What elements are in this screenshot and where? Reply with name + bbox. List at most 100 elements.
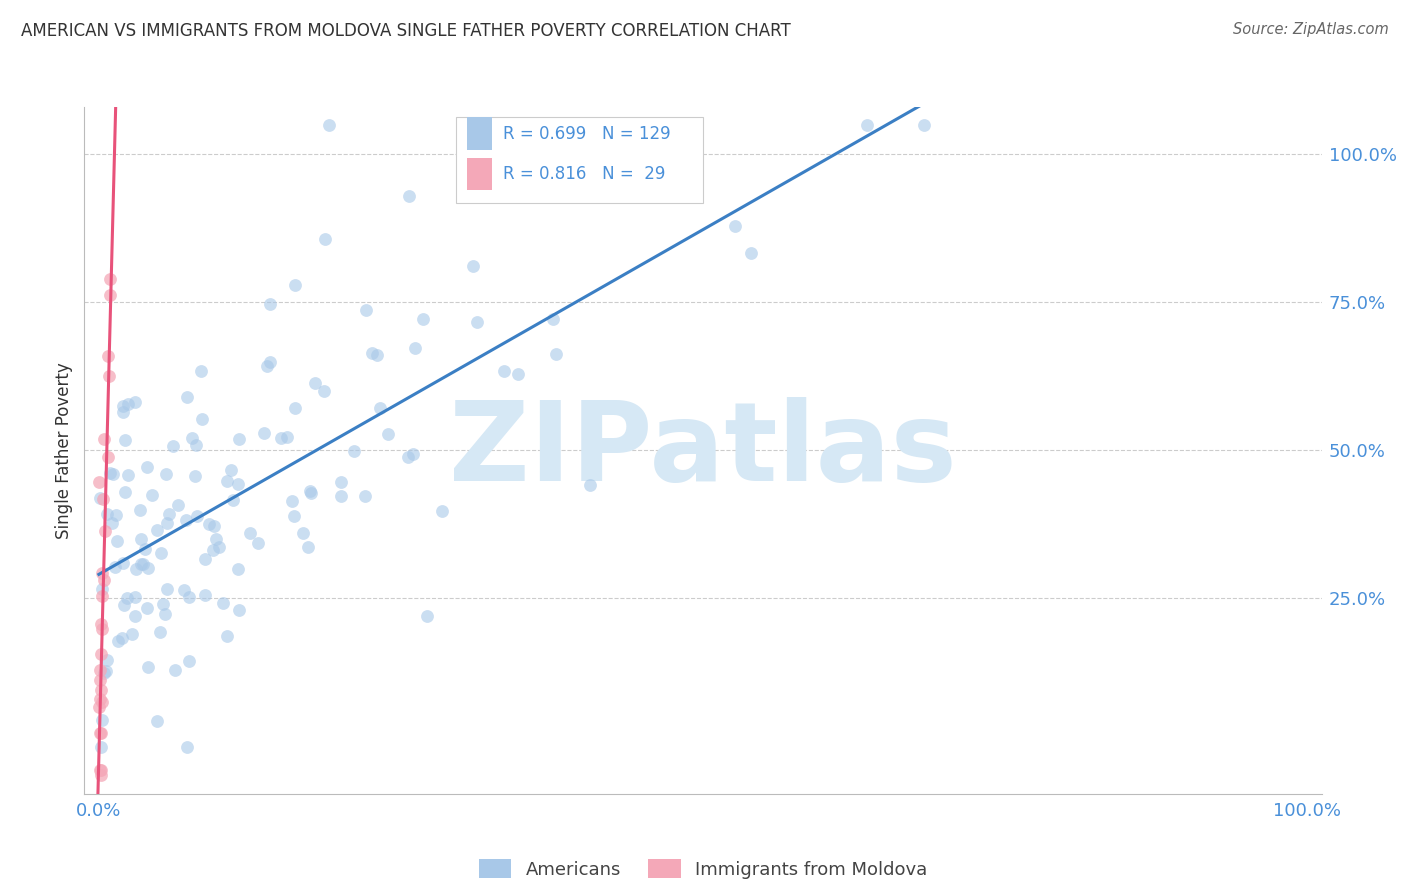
Legend: Americans, Immigrants from Moldova: Americans, Immigrants from Moldova	[478, 859, 928, 879]
Point	[145, 523, 167, 537]
Point	[97, 450, 120, 464]
Point	[299, 485, 322, 500]
Text: Source: ZipAtlas.com: Source: ZipAtlas.com	[1233, 22, 1389, 37]
Point	[124, 590, 146, 604]
Point	[152, 598, 174, 612]
Point	[183, 468, 205, 483]
Point	[90, 798, 112, 813]
Point	[129, 558, 152, 572]
Point	[135, 459, 157, 474]
Point	[132, 558, 155, 572]
Point	[90, 725, 112, 739]
Point	[89, 673, 111, 688]
Point	[90, 582, 112, 596]
Point	[149, 625, 172, 640]
Point	[91, 492, 114, 507]
Point	[396, 450, 419, 464]
Point	[226, 562, 249, 576]
Point	[208, 540, 231, 554]
Point	[318, 118, 340, 132]
Point	[90, 589, 112, 603]
Point	[377, 427, 399, 442]
Text: ZIPatlas: ZIPatlas	[449, 397, 957, 504]
Point	[304, 376, 326, 390]
Point	[181, 431, 204, 445]
Point	[217, 474, 239, 488]
Point	[284, 401, 307, 416]
Point	[191, 411, 214, 425]
Point	[89, 664, 111, 678]
Point	[156, 582, 179, 596]
Point	[93, 573, 115, 587]
Point	[228, 603, 250, 617]
Point	[90, 616, 112, 631]
Point	[219, 463, 242, 477]
Point	[412, 311, 434, 326]
Point	[297, 540, 319, 554]
Point	[93, 432, 115, 446]
Point	[89, 699, 111, 714]
Point	[111, 399, 134, 413]
Point	[165, 663, 187, 677]
Point	[329, 475, 352, 489]
Point	[467, 315, 489, 329]
Point	[149, 546, 172, 560]
Point	[212, 596, 235, 610]
Point	[105, 508, 128, 522]
Point	[162, 439, 184, 453]
Point	[354, 302, 377, 317]
Point	[101, 467, 124, 482]
Point	[368, 401, 391, 415]
Point	[855, 118, 877, 132]
Point	[276, 430, 298, 444]
Point	[121, 627, 143, 641]
Point	[492, 363, 515, 377]
Point	[117, 467, 139, 482]
Point	[114, 484, 136, 499]
Point	[90, 798, 112, 813]
Point	[93, 666, 115, 681]
Point	[527, 156, 550, 170]
Point	[215, 629, 238, 643]
Point	[89, 491, 111, 505]
Point	[104, 560, 127, 574]
Y-axis label: Single Father Poverty: Single Father Poverty	[55, 362, 73, 539]
Point	[177, 655, 200, 669]
Text: R = 0.699   N = 129: R = 0.699 N = 129	[503, 125, 671, 143]
Point	[256, 359, 278, 373]
Point	[97, 369, 120, 384]
Point	[89, 763, 111, 777]
Point	[89, 692, 111, 706]
Point	[186, 509, 208, 524]
Point	[543, 312, 565, 326]
Point	[129, 532, 152, 546]
Point	[115, 591, 138, 606]
Point	[157, 507, 180, 521]
Point	[134, 542, 156, 557]
Point	[432, 504, 454, 518]
Point	[228, 432, 250, 446]
Point	[329, 489, 352, 503]
Point	[90, 767, 112, 781]
Point	[259, 355, 281, 369]
Point	[100, 516, 122, 530]
Point	[253, 425, 276, 440]
Point	[398, 189, 420, 203]
Point	[153, 607, 176, 621]
Point	[89, 726, 111, 740]
Point	[176, 739, 198, 754]
Point	[90, 648, 112, 662]
Point	[114, 433, 136, 447]
Point	[128, 502, 150, 516]
Point	[156, 516, 179, 531]
Point	[299, 484, 322, 499]
Point	[284, 278, 307, 293]
Point	[94, 664, 117, 678]
Point	[226, 477, 249, 491]
Point	[366, 348, 388, 362]
Point	[194, 552, 217, 566]
Point	[90, 763, 112, 777]
Point	[291, 525, 314, 540]
Point	[112, 556, 135, 570]
Point	[463, 259, 485, 273]
